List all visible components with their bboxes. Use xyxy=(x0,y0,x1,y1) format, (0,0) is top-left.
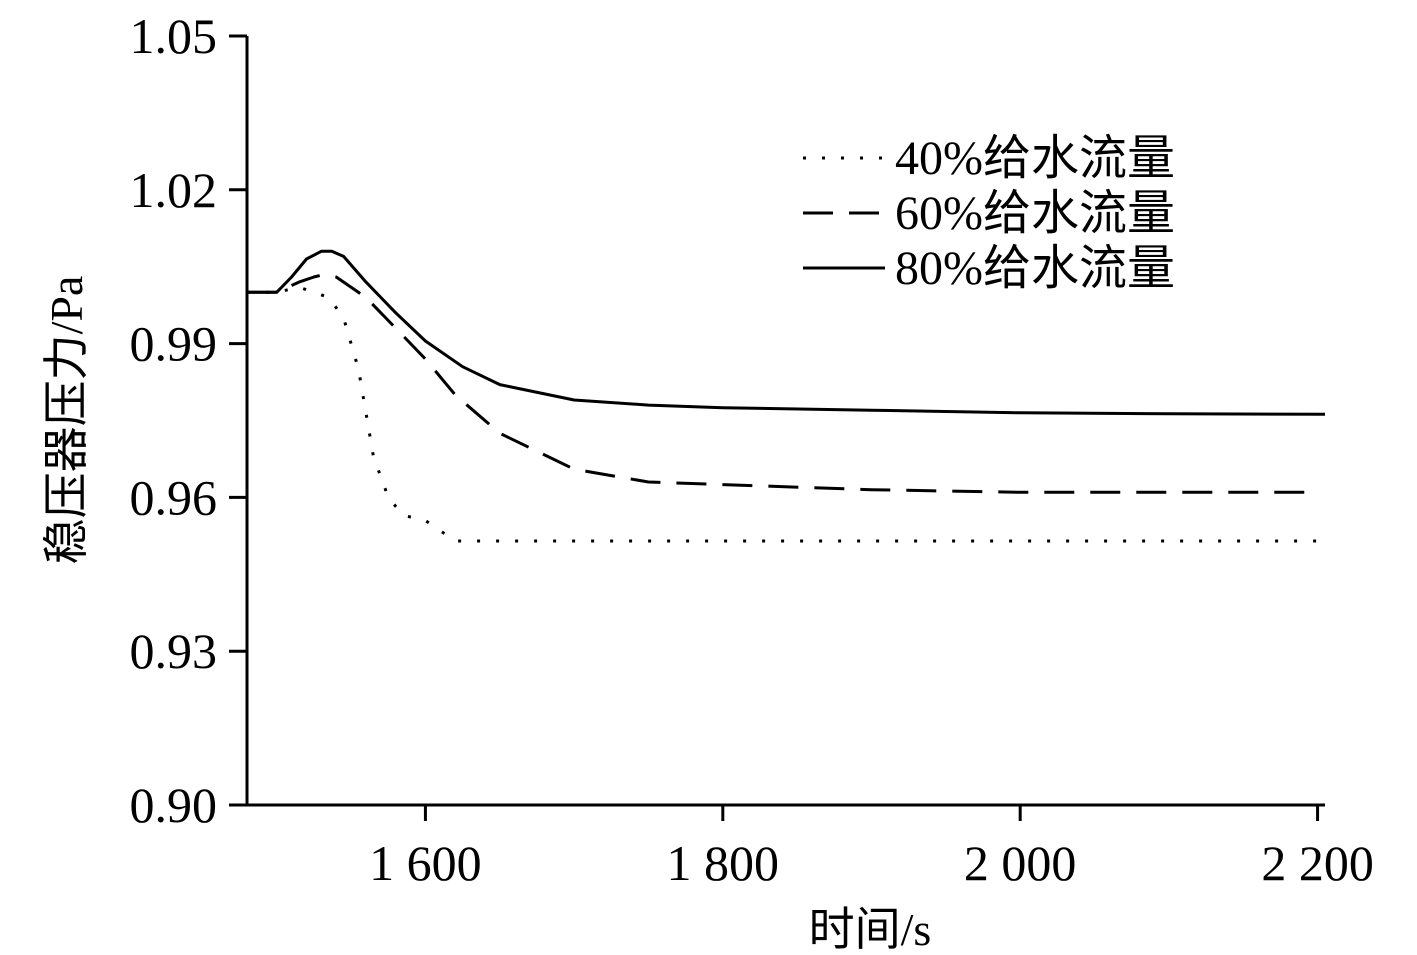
y-tick-label: 0.99 xyxy=(130,316,218,372)
x-tick-label: 1 800 xyxy=(667,835,780,891)
y-tick-label: 1.05 xyxy=(130,8,218,64)
x-tick-label: 2 000 xyxy=(964,835,1077,891)
y-tick-label: 0.90 xyxy=(130,777,218,833)
y-tick-label: 0.96 xyxy=(130,469,218,525)
y-axis-title: 稳压器压力/Pa xyxy=(41,276,92,565)
series-line-2 xyxy=(247,272,1318,494)
legend-label-2: 60%给水流量 xyxy=(895,187,1175,240)
series-line-1 xyxy=(247,285,1318,543)
legend-label-1: 40%给水流量 xyxy=(895,132,1175,185)
series-layer xyxy=(247,249,1326,543)
y-tick-label: 1.02 xyxy=(130,162,218,218)
y-tick-label: 0.93 xyxy=(130,623,218,679)
ticks: 0.90 0.93 0.96 0.99 1.02 1.05 1 600 1 800 2 000 2… xyxy=(130,8,1374,891)
x-tick-label: 1 600 xyxy=(369,835,482,891)
x-tick-label: 2 200 xyxy=(1261,835,1374,891)
x-axis-title: 时间/s xyxy=(809,904,932,955)
series-line-3 xyxy=(247,249,1326,416)
legend-label-3: 80%给水流量 xyxy=(895,242,1175,295)
